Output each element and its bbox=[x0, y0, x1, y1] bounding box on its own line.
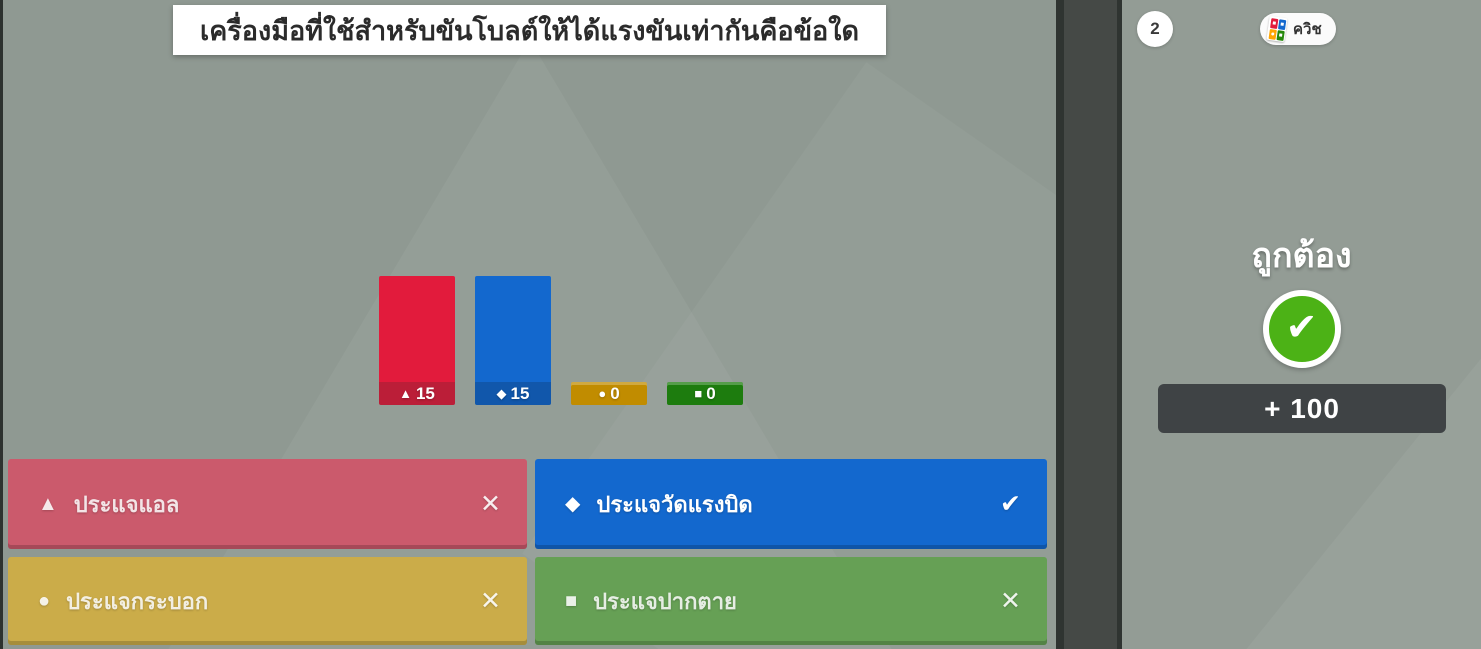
quiz-icon-red-quadrant bbox=[1269, 17, 1278, 29]
check-icon: ✔ bbox=[1000, 490, 1021, 518]
bar-square-footer: ■ 0 bbox=[667, 382, 743, 405]
diamond-icon: ◆ bbox=[565, 493, 581, 515]
bar-circle-count: 0 bbox=[610, 384, 620, 403]
stage-sidebar-divider bbox=[1056, 0, 1122, 649]
check-icon: ✔ bbox=[1285, 306, 1318, 349]
points-awarded-box: + 100 bbox=[1158, 384, 1446, 433]
question-banner: เครื่องมือที่ใช้สำหรับขันโบลต์ให้ได้แรงข… bbox=[173, 5, 886, 55]
question-text: เครื่องมือที่ใช้สำหรับขันโบลต์ให้ได้แรงข… bbox=[200, 15, 859, 46]
bar-circle-footer: ● 0 bbox=[571, 382, 647, 405]
bar-diamond: ◆ 15 bbox=[475, 276, 551, 405]
answer-label: ประแจวัดแรงบิด bbox=[596, 491, 753, 517]
quiz-icon-blue-quadrant bbox=[1277, 18, 1286, 30]
result-title: ถูกต้อง bbox=[1251, 237, 1352, 275]
answers-grid: ▲ ประแจแอล ✕ ◆ ประแจวัดแรงบิด ✔ ● ประแจก… bbox=[8, 459, 1047, 645]
answer-label: ประแจแอล bbox=[73, 491, 180, 517]
result-sidebar: 2 ควิช ถูกต้อง ✔ + 100 bbox=[1122, 0, 1481, 649]
bar-triangle-count: 15 bbox=[415, 384, 435, 403]
bar-diamond-footer: ◆ 15 bbox=[475, 382, 551, 405]
bar-square-count: 0 bbox=[706, 384, 716, 403]
answer-label: ประแจปากตาย bbox=[593, 588, 737, 614]
cross-icon: ✕ bbox=[480, 490, 501, 518]
answer-card-square[interactable]: ■ ประแจปากตาย ✕ bbox=[535, 557, 1047, 645]
triangle-icon: ▲ bbox=[399, 386, 412, 401]
answer-card-triangle[interactable]: ▲ ประแจแอล ✕ bbox=[8, 459, 527, 549]
correct-check-circle: ✔ bbox=[1262, 290, 1341, 368]
circle-icon: ● bbox=[38, 590, 51, 612]
square-icon: ■ bbox=[694, 386, 703, 401]
answer-label: ประแจกระบอก bbox=[66, 588, 209, 614]
circle-icon: ● bbox=[598, 386, 607, 401]
cross-icon: ✕ bbox=[1000, 587, 1021, 615]
bar-circle: ● 0 bbox=[571, 382, 647, 405]
answer-card-circle[interactable]: ● ประแจกระบอก ✕ bbox=[8, 557, 527, 645]
quiz-type-pill: ควิช bbox=[1260, 13, 1336, 45]
bar-triangle-body bbox=[379, 276, 455, 382]
square-icon: ■ bbox=[565, 590, 578, 612]
quiz-icon bbox=[1266, 15, 1288, 43]
question-number: 2 bbox=[1150, 19, 1160, 38]
points-label: + 100 bbox=[1264, 392, 1340, 424]
answer-distribution-chart: ▲ 15 ◆ 15 ● 0 ■ 0 bbox=[0, 276, 1056, 405]
bar-triangle: ▲ 15 bbox=[379, 276, 455, 405]
triangle-icon: ▲ bbox=[38, 493, 58, 515]
quiz-icon-yellow-quadrant bbox=[1268, 28, 1277, 40]
cross-icon: ✕ bbox=[480, 587, 501, 615]
bar-diamond-count: 15 bbox=[510, 384, 530, 403]
stage-left-border bbox=[0, 0, 3, 649]
question-number-badge: 2 bbox=[1137, 11, 1173, 47]
bar-triangle-footer: ▲ 15 bbox=[379, 382, 455, 405]
quiz-icon-green-quadrant bbox=[1276, 29, 1285, 41]
answer-card-diamond[interactable]: ◆ ประแจวัดแรงบิด ✔ bbox=[535, 459, 1047, 549]
quiz-stage: เครื่องมือที่ใช้สำหรับขันโบลต์ให้ได้แรงข… bbox=[0, 0, 1056, 649]
quiz-pill-label: ควิช bbox=[1293, 21, 1322, 38]
diamond-icon: ◆ bbox=[496, 386, 507, 401]
bar-diamond-body bbox=[475, 276, 551, 382]
bar-square: ■ 0 bbox=[667, 382, 743, 405]
